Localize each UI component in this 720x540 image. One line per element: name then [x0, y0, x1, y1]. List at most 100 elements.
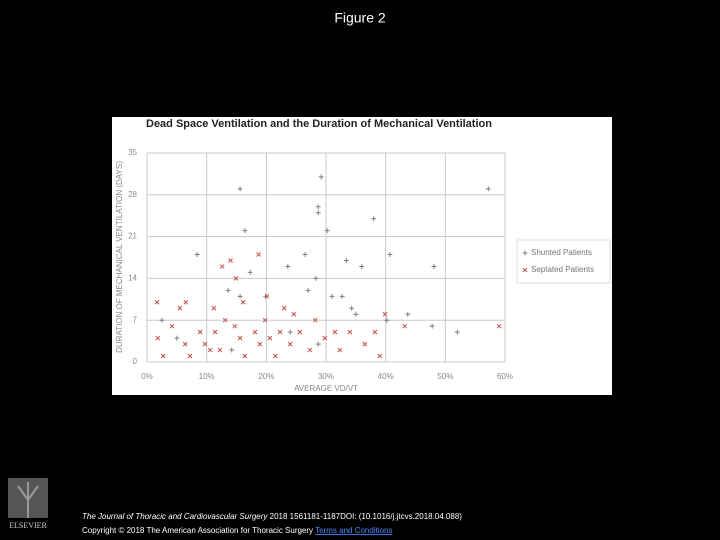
data-point [237, 293, 243, 299]
data-point [384, 317, 390, 323]
data-point [349, 305, 355, 311]
x-tick-label: 40% [378, 372, 394, 381]
data-point [315, 341, 321, 347]
data-point [281, 305, 287, 311]
publisher-logo: ELSEVIER [8, 478, 48, 530]
data-point [207, 347, 213, 353]
data-point [318, 174, 324, 180]
y-axis-label: DURATION OF MECHANICAL VENTILATION (DAYS… [115, 161, 124, 353]
data-point [297, 329, 303, 335]
data-point [219, 264, 225, 269]
data-point [305, 287, 311, 293]
data-point [324, 228, 330, 234]
data-point [313, 275, 319, 281]
data-point [228, 258, 233, 263]
footer-copyright: Copyright © 2018 The American Associatio… [82, 526, 393, 535]
data-point [405, 311, 411, 317]
data-point [212, 329, 218, 335]
x-axis-label: AVERAGE VD/VT [294, 384, 358, 393]
data-point [371, 216, 377, 222]
y-tick-label: 35 [128, 148, 137, 157]
legend-label: Septated Patients [531, 265, 594, 274]
x-tick-label: 0% [141, 372, 153, 381]
data-point [240, 299, 246, 305]
plot-area: 0 7 14 21 28 35 0% 10% 20% 30% 40% 50% 60% [128, 148, 513, 381]
data-point [387, 252, 393, 258]
logo-text: ELSEVIER [9, 521, 47, 530]
legend-marker [522, 267, 528, 273]
data-point [322, 335, 328, 341]
data-point [252, 329, 258, 335]
data-point [272, 353, 278, 359]
data-point [194, 252, 200, 258]
y-tick-label: 14 [128, 274, 137, 283]
data-point [242, 228, 248, 234]
data-point [229, 347, 235, 353]
data-point [257, 341, 263, 347]
data-point [291, 311, 297, 317]
y-tick-label: 0 [133, 357, 138, 366]
data-point [315, 204, 321, 210]
data-point [197, 329, 203, 335]
data-point [315, 210, 321, 216]
data-point [382, 311, 388, 317]
data-point [182, 341, 188, 347]
data-point [177, 305, 183, 311]
data-point [353, 311, 359, 317]
data-point [339, 293, 345, 299]
data-point [237, 186, 243, 192]
data-point [169, 323, 175, 329]
logo-tree-branches [17, 482, 39, 518]
journal-name: The Journal of Thoracic and Cardiovascul… [82, 512, 268, 521]
data-point [343, 257, 349, 263]
data-point [154, 299, 160, 305]
data-point [187, 353, 193, 359]
data-point [217, 347, 223, 353]
data-point [225, 287, 231, 293]
data-point [155, 335, 161, 341]
data-point [183, 299, 189, 305]
y-tick-label: 21 [128, 232, 137, 241]
data-point [329, 293, 335, 299]
data-point [159, 317, 165, 323]
data-point [312, 317, 318, 323]
data-point [160, 353, 166, 359]
y-tick-label: 7 [133, 315, 138, 324]
legend-marker [522, 250, 528, 256]
data-point [285, 263, 291, 269]
copyright: Copyright © 2018 The American Associatio… [82, 526, 313, 535]
data-point [233, 276, 239, 281]
citation: 2018 1561181-1187DOI: (10.1016/j.jtcvs.2… [270, 512, 463, 521]
data-point [337, 347, 343, 353]
data-point [485, 186, 491, 192]
data-point [174, 335, 180, 341]
data-point [232, 323, 238, 329]
slide-title: Figure 2 [334, 10, 386, 26]
data-point [402, 323, 408, 329]
data-point [332, 329, 338, 335]
data-point [202, 341, 208, 347]
x-tick-label: 50% [437, 372, 453, 381]
data-point [431, 263, 437, 269]
data-point [256, 252, 261, 257]
data-point [359, 263, 365, 269]
data-point [264, 293, 270, 299]
data-point [454, 329, 460, 335]
data-point [302, 252, 308, 258]
x-tick-label: 10% [199, 372, 215, 381]
chart-title: Dead Space Ventilation and the Duration … [146, 118, 492, 130]
x-tick-label: 60% [497, 372, 513, 381]
data-point [267, 335, 273, 341]
data-point [211, 305, 217, 311]
data-point [429, 323, 435, 329]
footer-citation: The Journal of Thoracic and Cardiovascul… [82, 512, 462, 521]
data-point [287, 329, 293, 335]
legend-label: Shunted Patients [531, 248, 592, 257]
x-tick-label: 30% [318, 372, 334, 381]
data-point [496, 323, 502, 329]
terms-link[interactable]: Terms and Conditions [315, 526, 392, 535]
data-point [237, 335, 243, 341]
data-point [262, 317, 268, 323]
